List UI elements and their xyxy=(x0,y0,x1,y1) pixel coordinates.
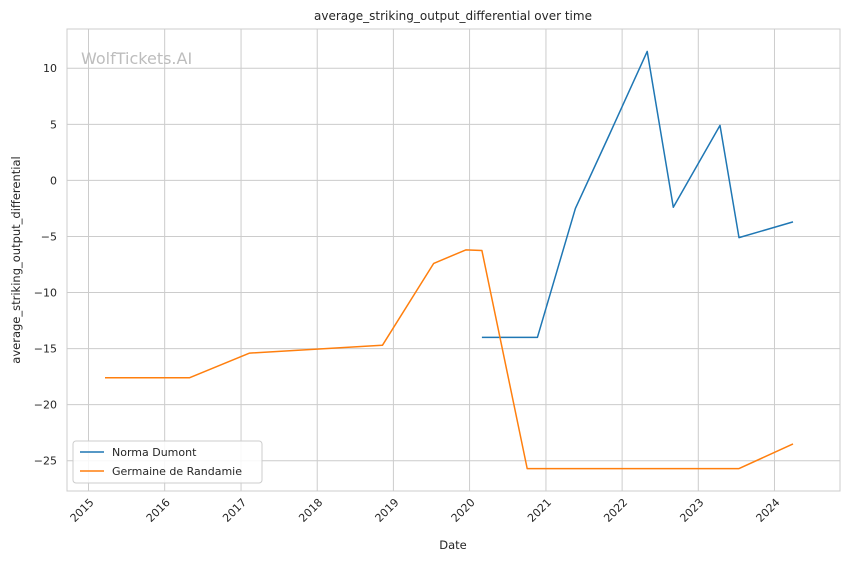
series-line-germaine-de-randamie xyxy=(105,249,794,470)
legend: Norma Dumont Germaine de Randamie xyxy=(72,440,263,484)
y-tick-label: −10 xyxy=(34,287,57,300)
plot-area xyxy=(66,28,841,492)
plot-frame xyxy=(66,28,841,492)
y-tick-label: −20 xyxy=(34,399,57,412)
y-tick-label: −15 xyxy=(34,343,57,356)
series-layer xyxy=(105,50,794,470)
y-tick-label: 5 xyxy=(50,118,57,131)
x-axis-title: Date xyxy=(439,538,467,552)
y-axis-title: average_striking_output_differential xyxy=(9,156,23,363)
y-axis-ticks: 10 5 0 −5 −10 −15 −20 −25 xyxy=(34,62,57,467)
legend-label-norma-dumont: Norma Dumont xyxy=(112,446,197,459)
chart-title: average_striking_output_differential ove… xyxy=(314,9,592,23)
y-tick-label: 10 xyxy=(43,62,57,75)
y-tick-label: −25 xyxy=(34,455,57,468)
legend-label-germaine-de-randamie: Germaine de Randamie xyxy=(112,465,242,478)
legend-frame xyxy=(72,440,263,484)
y-tick-label: 0 xyxy=(50,174,57,187)
series-line-norma-dumont xyxy=(481,50,794,339)
y-tick-label: −5 xyxy=(41,230,57,243)
watermark: WolfTickets.AI xyxy=(81,49,192,68)
